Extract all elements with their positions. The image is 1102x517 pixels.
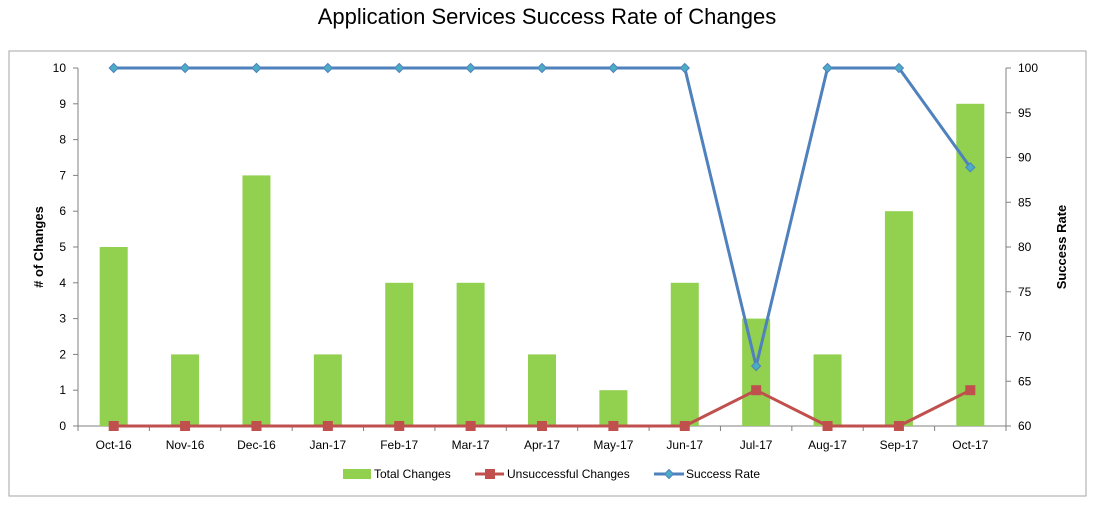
y-tick-label: 9	[59, 97, 66, 111]
legend: Total Changes Unsuccessful Changes Success…	[343, 467, 760, 481]
x-tick-label: Jul-17	[740, 438, 773, 452]
marker-success-rate	[893, 62, 905, 74]
marker-success-rate	[251, 62, 262, 74]
x-tick-label: Mar-17	[452, 438, 490, 452]
bar-total-changes	[599, 390, 628, 426]
bar-total-changes	[742, 318, 771, 426]
x-tick-label: Jan-17	[309, 438, 346, 452]
y2-tick-label: 85	[1018, 195, 1032, 209]
marker-unsuccessful-changes	[751, 385, 762, 396]
bar-total-changes	[171, 354, 200, 426]
bar-total-changes	[242, 175, 271, 426]
bar-total-changes	[956, 103, 985, 427]
marker-success-rate	[465, 62, 476, 74]
legend-swatch-unsuccessful-marker	[485, 469, 495, 479]
legend-label-success-rate: Success Rate	[686, 467, 760, 481]
y-tick-label: 4	[59, 276, 66, 290]
y2-tick-label: 80	[1018, 240, 1032, 254]
bar-total-changes	[385, 282, 414, 426]
marker-success-rate	[608, 62, 619, 74]
y2-axis-title: Success Rate	[1054, 205, 1069, 290]
legend-swatch-success-marker	[663, 468, 675, 480]
bar-total-changes	[528, 354, 556, 426]
y2-tick-label: 75	[1018, 285, 1032, 299]
legend-label-total-changes: Total Changes	[374, 467, 451, 481]
marker-unsuccessful-changes	[180, 421, 191, 431]
bar-total-changes	[670, 282, 699, 426]
y-tick-label: 1	[59, 383, 66, 397]
marker-success-rate	[536, 62, 548, 74]
bar-total-changes	[99, 247, 128, 426]
marker-unsuccessful-changes	[608, 421, 619, 431]
marker-success-rate	[679, 62, 690, 74]
y-tick-label: 6	[59, 204, 66, 218]
y-axis-title: # of Changes	[31, 206, 46, 288]
y2-tick-label: 90	[1018, 151, 1032, 165]
y-tick-label: 3	[59, 312, 66, 326]
marker-unsuccessful-changes	[893, 421, 904, 431]
y-tick-label: 8	[59, 133, 66, 147]
y2-tick-label: 70	[1018, 330, 1032, 344]
y2-tick-label: 100	[1018, 61, 1038, 75]
x-tick-label: Sep-17	[880, 438, 919, 452]
x-tick-label: Feb-17	[380, 438, 418, 452]
x-tick-label: Dec-16	[237, 438, 276, 452]
marker-unsuccessful-changes	[537, 421, 547, 431]
chart-title: Application Services Success Rate of Cha…	[318, 4, 777, 29]
marker-success-rate	[394, 62, 405, 74]
marker-unsuccessful-changes	[465, 421, 476, 431]
x-tick-label: Apr-17	[524, 438, 560, 452]
chart-frame	[8, 50, 1087, 497]
y2-tick-label: 95	[1018, 106, 1032, 120]
y2-tick-label: 60	[1018, 419, 1032, 433]
legend-label-unsuccessful-changes: Unsuccessful Changes	[507, 467, 630, 481]
marker-unsuccessful-changes	[822, 421, 833, 431]
marker-unsuccessful-changes	[322, 421, 333, 431]
marker-unsuccessful-changes	[108, 421, 119, 431]
y-tick-label: 0	[59, 419, 66, 433]
x-tick-label: Jun-17	[666, 438, 703, 452]
marker-unsuccessful-changes	[251, 421, 262, 431]
y2-tick-label: 65	[1018, 374, 1032, 388]
x-tick-label: Aug-17	[808, 438, 847, 452]
y-tick-label: 7	[59, 168, 66, 182]
marker-success-rate	[179, 62, 191, 74]
x-tick-label: Oct-16	[96, 438, 132, 452]
marker-success-rate	[750, 360, 762, 372]
y-tick-label: 10	[53, 61, 67, 75]
marker-success-rate	[322, 62, 334, 74]
bar-total-changes	[456, 282, 485, 426]
marker-success-rate	[108, 62, 119, 74]
x-tick-label: May-17	[593, 438, 633, 452]
x-tick-label: Nov-16	[166, 438, 205, 452]
bar-total-changes	[813, 354, 842, 426]
marker-unsuccessful-changes	[679, 421, 690, 431]
y-tick-label: 2	[59, 347, 66, 361]
line-success-rate	[113, 66, 972, 368]
marker-success-rate	[822, 62, 833, 74]
marker-unsuccessful-changes	[965, 385, 976, 396]
plot-area: 0 1 2 3 4 5 6 7 8 9 10 60 65 70 75 80 85 90 95 100 Oct-16 Nov…	[53, 61, 1039, 452]
y-tick-label: 5	[59, 240, 66, 254]
bar-total-changes	[884, 211, 913, 426]
marker-success-rate	[965, 162, 976, 173]
x-tick-label: Oct-17	[952, 438, 988, 452]
legend-swatch-total-changes	[343, 469, 371, 479]
bar-total-changes	[313, 354, 342, 426]
marker-unsuccessful-changes	[394, 421, 405, 431]
